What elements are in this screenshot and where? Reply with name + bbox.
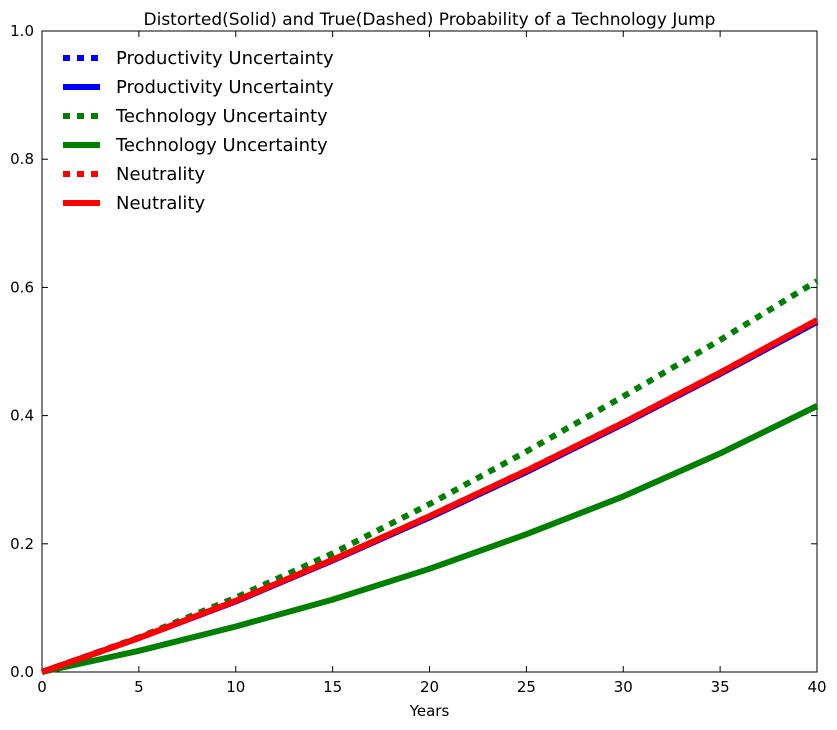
x-tick-label: 15	[323, 678, 342, 696]
x-tick-label: 40	[807, 678, 826, 696]
x-tick-label: 5	[134, 678, 144, 696]
y-tick-label: 0.6	[10, 278, 34, 296]
series-line-technology-uncertainty-solid	[41, 403, 819, 675]
y-tick-label: 1.0	[10, 22, 34, 40]
axis-ticks: 0 5 10 15 20 25 30 35 40 0.0 0.2 0.4 0.6 0.8 1.0	[10, 22, 826, 696]
legend-label: Neutrality	[116, 164, 205, 185]
legend-label: Neutrality	[116, 193, 205, 214]
y-tick-label: 0.4	[10, 407, 34, 425]
x-tick-label: 20	[420, 678, 439, 696]
chart-title: Distorted(Solid) and True(Dashed) Probab…	[144, 10, 716, 30]
series-line-technology-uncertainty-dashed	[40, 278, 819, 675]
series-line-neutrality-solid	[41, 317, 819, 675]
legend-label: Productivity Uncertainty	[116, 77, 334, 98]
y-tick-label: 0.0	[10, 663, 34, 681]
x-tick-label: 35	[711, 678, 730, 696]
x-tick-label: 30	[614, 678, 633, 696]
plot-area	[41, 30, 818, 673]
legend: Productivity Uncertainty Productivity Unc…	[63, 48, 334, 214]
x-tick-label: 25	[517, 678, 536, 696]
x-tick-label: 10	[226, 678, 245, 696]
y-tick-label: 0.8	[10, 150, 34, 168]
y-tick-label: 0.2	[10, 535, 34, 553]
legend-label: Technology Uncertainty	[115, 135, 328, 156]
series-lines	[40, 278, 819, 675]
legend-label: Technology Uncertainty	[115, 106, 328, 127]
x-tick-label: 0	[37, 678, 47, 696]
legend-label: Productivity Uncertainty	[116, 48, 334, 69]
x-axis-label: Years	[409, 702, 450, 720]
